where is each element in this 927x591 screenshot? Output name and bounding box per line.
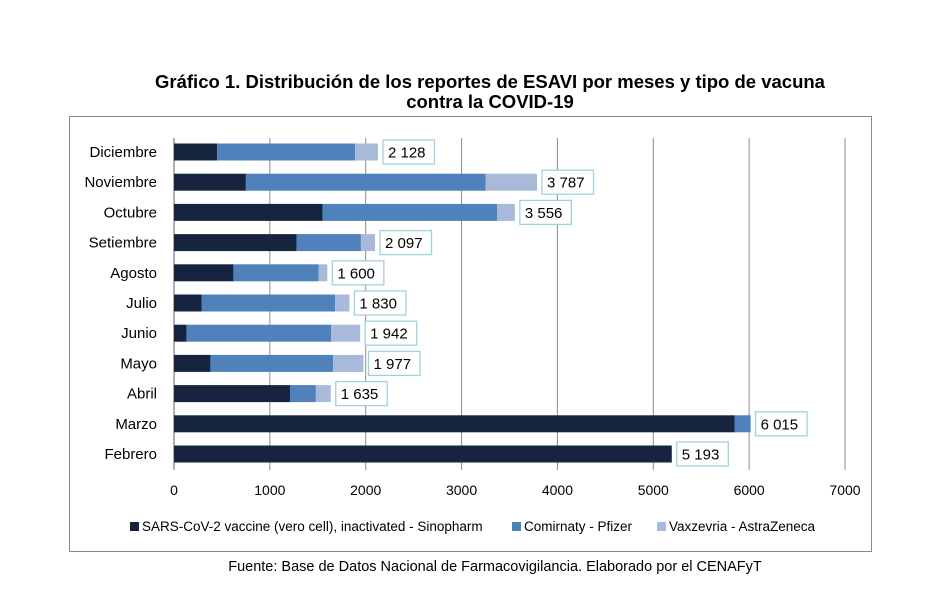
legend: SARS-CoV-2 vaccine (vero cell), inactiva…: [130, 519, 816, 534]
bar-junio-series-2: [186, 324, 332, 342]
bar-abril-series-3: [315, 385, 331, 403]
bar-febrero-series-1: [174, 445, 672, 463]
category-label-mayo: Mayo: [120, 355, 157, 372]
bar-diciembre-series-1: [174, 143, 218, 161]
category-label-noviembre: Noviembre: [84, 174, 157, 191]
bar-diciembre-series-2: [217, 143, 356, 161]
category-label-febrero: Febrero: [104, 446, 157, 463]
data-label-marzo: 6 015: [761, 416, 799, 433]
bar-junio-series-1: [174, 324, 187, 342]
category-label-agosto: Agosto: [110, 265, 157, 282]
x-tick-label-1000: 1000: [254, 482, 285, 498]
data-label-box-julio: [353, 290, 407, 316]
x-tick-label-6000: 6000: [734, 482, 765, 498]
data-label-abril: 1 635: [341, 386, 379, 403]
data-label-junio: 1 942: [370, 326, 408, 343]
legend-label-3: Vaxzevria - AstraZeneca: [669, 519, 816, 534]
data-label-octubre: 3 556: [525, 205, 563, 222]
chart-title-line-1: Gráfico 1. Distribución de los reportes …: [155, 71, 825, 92]
data-label-setiembre: 2 097: [385, 235, 423, 252]
data-label-box-marzo: [754, 411, 808, 437]
data-label-box-octubre: [519, 199, 573, 226]
bar-marzo-series-1: [174, 415, 735, 433]
data-label-box-junio: [364, 320, 418, 346]
bar-diciembre-series-3: [355, 143, 378, 161]
data-label-box-noviembre: [541, 169, 595, 195]
category-label-octubre: Octubre: [104, 204, 157, 221]
data-label-box-febrero: [676, 441, 729, 467]
bar-abril-series-2: [289, 385, 316, 403]
bar-octubre-series-3: [497, 203, 515, 221]
bar-junio-series-3: [331, 324, 361, 342]
data-label-agosto: 1 600: [337, 265, 375, 282]
x-tick-label-3000: 3000: [446, 482, 477, 498]
legend-label-1: SARS-CoV-2 vaccine (vero cell), inactiva…: [142, 519, 483, 534]
data-label-mayo: 1 977: [374, 356, 412, 373]
bar-group: [174, 143, 751, 463]
bar-julio-series-2: [201, 294, 336, 312]
data-label-box-mayo: [367, 350, 421, 377]
data-label-box-abril: [335, 380, 388, 407]
total-data-labels: 2 128 3 787 3 556 2 097 1 600 1 830 1 942 1 977…: [331, 139, 808, 467]
legend-swatch-3: [657, 522, 666, 531]
category-label-marzo: Marzo: [115, 416, 157, 433]
data-label-febrero: 5 193: [682, 447, 720, 464]
bar-agosto-series-3: [318, 264, 328, 282]
bar-julio-series-3: [335, 294, 350, 312]
chart-title: Gráfico 1. Distribución de los reportes …: [60, 72, 920, 112]
x-tick-label-5000: 5000: [638, 482, 669, 498]
bar-agosto-series-2: [233, 264, 319, 282]
legend-swatch-1: [130, 522, 139, 531]
bar-setiembre-series-2: [296, 234, 361, 252]
bar-marzo-series-2: [734, 415, 751, 433]
x-tick-label-4000: 4000: [542, 482, 573, 498]
bar-mayo-series-2: [210, 354, 334, 372]
bar-agosto-series-1: [174, 264, 234, 282]
bar-noviembre-series-2: [245, 173, 486, 191]
category-label-abril: Abril: [127, 386, 157, 403]
x-axis-tick-labels: 0 1000 2000 3000 4000 5000 6000 7000: [170, 482, 861, 498]
data-label-box-agosto: [331, 260, 385, 286]
chart-frame: [69, 116, 872, 552]
bar-octubre-series-1: [174, 203, 323, 221]
category-label-setiembre: Setiembre: [89, 235, 157, 252]
data-label-box-diciembre: [382, 139, 436, 165]
bar-mayo-series-3: [333, 354, 364, 372]
legend-swatch-2: [512, 522, 521, 531]
x-tick-label-2000: 2000: [350, 482, 381, 498]
bar-setiembre-series-3: [360, 234, 376, 252]
bar-octubre-series-2: [322, 203, 498, 221]
bar-noviembre-series-3: [485, 173, 538, 191]
data-label-julio: 1 830: [359, 296, 397, 313]
data-label-box-setiembre: [379, 229, 433, 256]
chart-title-line-2: contra la COVID-19: [406, 91, 574, 112]
category-label-diciembre: Diciembre: [89, 144, 157, 161]
bar-noviembre-series-1: [174, 173, 246, 191]
source-note: Fuente: Base de Datos Nacional de Farmac…: [228, 559, 762, 575]
category-label-junio: Junio: [121, 325, 157, 342]
bar-julio-series-1: [174, 294, 202, 312]
bar-mayo-series-1: [174, 354, 211, 372]
x-tick-label-0: 0: [170, 482, 178, 498]
bar-abril-series-1: [174, 385, 290, 403]
data-label-noviembre: 3 787: [547, 175, 585, 192]
data-label-diciembre: 2 128: [388, 145, 426, 162]
category-label-julio: Julio: [126, 295, 157, 312]
legend-label-2: Comirnaty - Pfizer: [524, 519, 633, 534]
bar-setiembre-series-1: [174, 234, 297, 252]
x-tick-label-7000: 7000: [829, 482, 860, 498]
category-axis-labels: Diciembre Noviembre Octubre Setiembre Agosto…: [84, 144, 157, 463]
